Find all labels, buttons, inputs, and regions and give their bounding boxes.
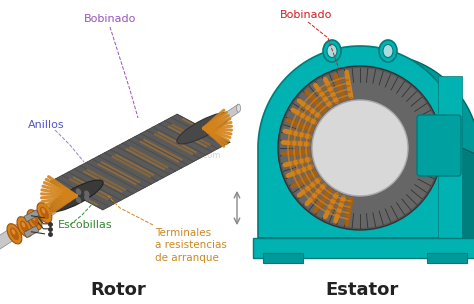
Text: Estator: Estator — [325, 281, 399, 299]
Polygon shape — [438, 76, 462, 238]
Polygon shape — [209, 104, 238, 133]
Ellipse shape — [50, 180, 103, 212]
Ellipse shape — [27, 210, 42, 230]
Ellipse shape — [84, 190, 90, 197]
FancyBboxPatch shape — [417, 115, 461, 176]
Bar — [263, 253, 303, 263]
Ellipse shape — [17, 217, 32, 237]
Polygon shape — [50, 114, 230, 210]
Polygon shape — [276, 54, 474, 246]
Ellipse shape — [11, 229, 15, 235]
Ellipse shape — [280, 68, 440, 228]
Ellipse shape — [42, 208, 46, 213]
Ellipse shape — [66, 189, 72, 196]
Text: Bobinado: Bobinado — [280, 10, 332, 20]
Ellipse shape — [312, 100, 408, 196]
Bar — [427, 253, 467, 263]
Text: tuveras.com: tuveras.com — [169, 151, 221, 160]
Text: Anillos: Anillos — [28, 120, 64, 130]
Ellipse shape — [37, 203, 52, 223]
Text: Bobinado: Bobinado — [84, 14, 136, 24]
Text: Rotor: Rotor — [90, 281, 146, 299]
Ellipse shape — [237, 104, 241, 112]
Polygon shape — [0, 189, 72, 258]
Ellipse shape — [30, 213, 39, 226]
Polygon shape — [462, 148, 474, 246]
Polygon shape — [258, 46, 462, 238]
Ellipse shape — [278, 66, 442, 230]
Ellipse shape — [66, 196, 72, 202]
Ellipse shape — [76, 188, 81, 195]
Ellipse shape — [327, 44, 337, 57]
Bar — [24, 226, 39, 238]
Ellipse shape — [21, 222, 26, 227]
Text: Terminales
a resistencias
de arranque: Terminales a resistencias de arranque — [155, 228, 227, 263]
Ellipse shape — [62, 192, 67, 199]
Ellipse shape — [177, 112, 230, 144]
Bar — [253, 238, 474, 258]
Bar — [24, 210, 39, 222]
Ellipse shape — [7, 224, 22, 244]
Text: Escobillas: Escobillas — [58, 220, 113, 230]
Ellipse shape — [323, 40, 341, 62]
Ellipse shape — [40, 206, 49, 219]
Ellipse shape — [84, 195, 90, 201]
Text: tuveras.com: tuveras.com — [404, 231, 456, 240]
Ellipse shape — [379, 40, 397, 62]
Ellipse shape — [20, 220, 29, 233]
Ellipse shape — [10, 227, 19, 240]
Ellipse shape — [31, 215, 36, 220]
Ellipse shape — [76, 197, 81, 203]
Ellipse shape — [383, 44, 393, 57]
